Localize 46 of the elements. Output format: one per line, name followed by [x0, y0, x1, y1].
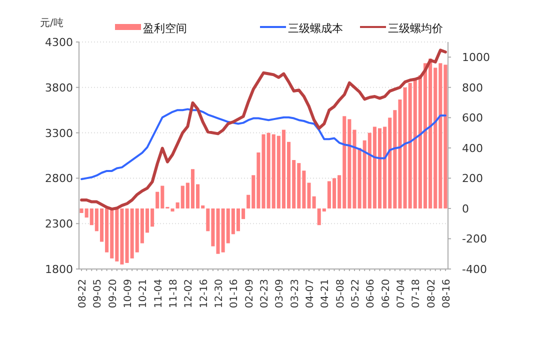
y-tick-label: 1800	[45, 263, 73, 276]
y-tick-label: 4300	[45, 36, 73, 49]
y2-tick-label: -200	[462, 232, 487, 246]
x-tick-label: 08-16	[441, 279, 452, 308]
legend-label: 盈利空间	[143, 22, 187, 35]
x-tick-label: 09-05	[92, 279, 104, 308]
x-tick-label: 10-09	[123, 279, 134, 308]
x-tick-label: 06-20	[380, 279, 392, 308]
x-tick-label: 12-30	[214, 279, 226, 308]
x-tick-label: 12-02	[184, 279, 195, 308]
y2-tick-label: 1000	[462, 51, 490, 64]
y2-tick-label: -400	[462, 263, 487, 276]
x-tick-label: 02-23	[260, 279, 270, 308]
x-tick-label: 09-20	[108, 279, 119, 308]
x-tick-label: 04-07	[304, 279, 316, 308]
x-tick-label: 05-08	[335, 279, 346, 308]
x-tick-label: 10-21	[138, 279, 150, 308]
x-tick-label: 08-22	[78, 279, 89, 308]
x-tick-label: 01-16	[229, 279, 240, 308]
legend-label: 三级螺成本	[288, 22, 343, 35]
line-series	[80, 48, 447, 211]
x-tick-label: 03-23	[290, 279, 301, 308]
y-tick-label: 2300	[45, 218, 73, 231]
x-tick-label: 06-06	[366, 279, 377, 308]
x-tick-label: 08-02	[426, 279, 438, 308]
y-tick-label: 3800	[45, 81, 73, 94]
x-tick-label: 05-22	[350, 279, 362, 308]
y-tick-label: 3300	[45, 126, 73, 140]
bar	[170, 208, 174, 212]
x-tick-label: 07-18	[411, 279, 422, 308]
y2-tick-label: 600	[462, 112, 483, 125]
x-tick-label: 02-09	[244, 279, 256, 308]
y2-tick-label: 800	[462, 81, 483, 94]
y-axis-title: 元/吨	[40, 17, 64, 29]
x-tick-label: 11-04	[153, 279, 164, 308]
x-tick-label: 07-04	[396, 279, 407, 308]
legend-label: 三级螺均价	[388, 22, 443, 35]
x-tick-label: 11-18	[168, 279, 180, 308]
x-tick-label: 12-16	[198, 279, 210, 308]
x-tick-label: 04-21	[320, 279, 332, 308]
y2-tick-label: 200	[462, 172, 483, 186]
y-tick-label: 2800	[45, 172, 73, 186]
x-tick-label: 03-09	[274, 279, 286, 308]
line-series	[80, 108, 446, 180]
y2-tick-label: 0	[462, 202, 469, 216]
y2-tick-label: 400	[462, 142, 483, 155]
